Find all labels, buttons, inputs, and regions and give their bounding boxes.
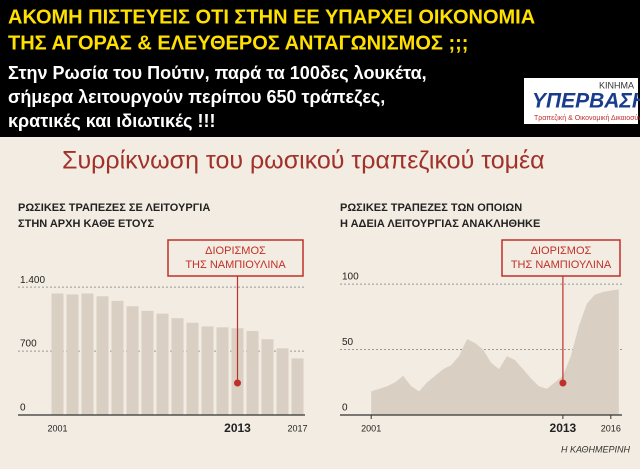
- bar: [66, 294, 79, 415]
- chart-title: ΣΤΗΝ ΑΡΧΗ ΚΑΘΕ ΕΤΟΥΣ: [18, 218, 154, 230]
- logo-top: ΚΙΝΗΜΑ: [599, 80, 634, 90]
- annotation-dot: [559, 379, 567, 387]
- logo-box: [524, 78, 638, 124]
- page-title: Συρρίκνωση του ρωσικού τραπεζικού τομέα: [62, 147, 545, 175]
- header-subline: κρατικές και ιδιωτικές !!!: [8, 111, 215, 131]
- y-tick-label: 0: [20, 403, 26, 414]
- annotation-text: ΤΗΣ ΝΑΜΠΙΟΥΛΙΝΑ: [185, 259, 286, 271]
- chart-title: Η ΑΔΕΙΑ ΛΕΙΤΟΥΡΓΙΑΣ ΑΝΑΚΛΗΘΗΚΕ: [340, 218, 540, 230]
- x-tick-label: 2017: [287, 423, 307, 433]
- annotation-text: ΤΗΣ ΝΑΜΠΙΟΥΛΙΝΑ: [511, 259, 612, 271]
- header-subline: σήμερα λειτουργούν περίπου 650 τράπεζες,: [8, 87, 385, 108]
- source: Η ΚΑΘΗΜΕΡΙΝΗ: [561, 444, 631, 454]
- y-tick-label: 700: [20, 339, 37, 350]
- annotation-text: ΔΙΟΡΙΣΜΟΣ: [531, 245, 592, 257]
- header-subline: Στην Ρωσία του Πούτιν, παρά τα 100δες λο…: [8, 63, 427, 83]
- x-tick-label: 2013: [550, 421, 577, 435]
- x-tick-label: 2013: [224, 421, 251, 435]
- bar: [291, 358, 304, 415]
- annotation-box: [501, 239, 621, 277]
- bar: [201, 326, 214, 415]
- y-tick-label: 0: [342, 403, 348, 414]
- chart-title: ΡΩΣΙΚΕΣ ΤΡΑΠΕΖΕΣ ΤΩΝ ΟΠΟΙΩΝ: [340, 202, 522, 214]
- bar: [276, 348, 289, 415]
- bar: [141, 310, 154, 415]
- logo-name: ΥΠΕΡΒΑΣΗ: [532, 90, 640, 113]
- logo-tagline: Τραπεζική & Οικονομική Δικαιοσύνη: [534, 114, 640, 122]
- x-tick-label: 2016: [601, 423, 621, 433]
- y-tick-label: 100: [342, 272, 359, 283]
- bar: [96, 296, 109, 415]
- annotation-text: ΔΙΟΡΙΣΜΟΣ: [205, 245, 266, 257]
- bar: [261, 339, 274, 415]
- bar: [81, 293, 94, 415]
- x-tick-label: 2001: [47, 423, 67, 433]
- bar: [186, 322, 199, 415]
- y-tick-label: 50: [342, 337, 354, 348]
- bar: [126, 306, 139, 415]
- y-tick-label: 1.400: [20, 275, 45, 286]
- bar: [51, 293, 64, 415]
- area: [371, 289, 619, 415]
- chart-title: ΡΩΣΙΚΕΣ ΤΡΑΠΕΖΕΣ ΣΕ ΛΕΙΤΟΥΡΓΙΑ: [18, 202, 210, 214]
- bar: [246, 330, 259, 415]
- annotation-dot: [234, 379, 241, 387]
- bar: [156, 313, 169, 415]
- bar: [216, 327, 229, 415]
- bar: [111, 300, 124, 415]
- header-line: ΤΗΣ ΑΓΟΡΑΣ & ΕΛΕΥΘΕΡΟΣ ΑΝΤΑΓΩΝΙΣΜΟΣ ;;;: [8, 32, 468, 54]
- annotation-box: [167, 239, 304, 277]
- header-line: ΑΚΟΜΗ ΠΙΣΤΕΥΕΙΣ ΟΤΙ ΣΤΗΝ ΕΕ ΥΠΑΡΧΕΙ ΟΙΚΟ…: [8, 6, 535, 28]
- x-tick-label: 2001: [361, 423, 381, 433]
- chart-background: [0, 137, 640, 469]
- bar: [171, 318, 184, 415]
